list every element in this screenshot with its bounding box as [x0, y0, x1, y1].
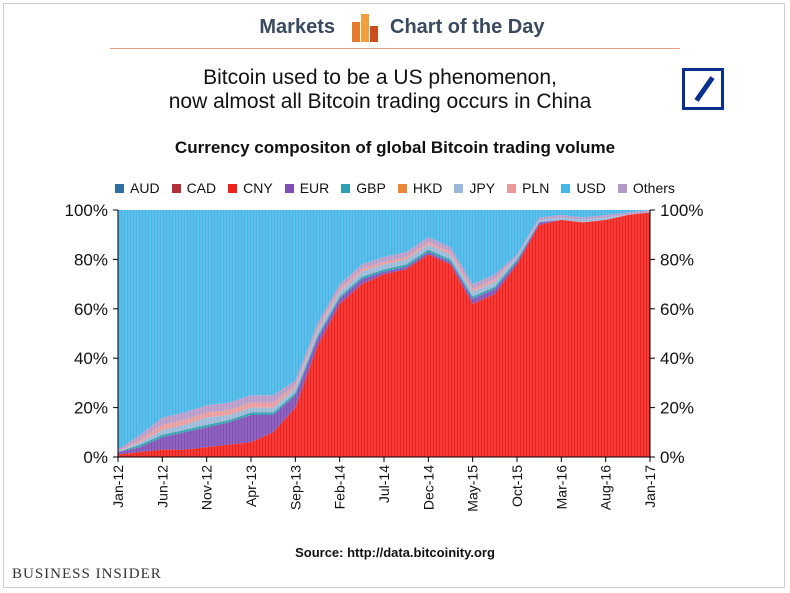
- bar-chart-icon: [352, 14, 378, 42]
- series-area-jpy: [118, 212, 650, 453]
- x-tick-label: May-15: [465, 465, 481, 512]
- y-tick-label-left: 60%: [74, 300, 108, 319]
- business-insider-logo: BUSINESS INSIDER: [12, 566, 162, 582]
- headline-line-2: now almost all Bitcoin trading occurs in…: [168, 90, 592, 113]
- x-tick-label: Jun-12: [154, 465, 170, 508]
- x-tick-label: Oct-15: [509, 465, 525, 507]
- legend-label-cny: CNY: [243, 180, 273, 196]
- legend-item-usd: USD: [561, 180, 606, 196]
- header: Markets Chart of the Day: [0, 14, 790, 46]
- header-markets-label: Markets: [259, 16, 335, 38]
- chart-headline: Bitcoin used to be a US phenomenon, now …: [80, 66, 680, 114]
- legend-swatch-hkd: [397, 183, 407, 193]
- legend-item-aud: AUD: [115, 180, 160, 196]
- y-tick-label-left: 40%: [74, 349, 108, 368]
- legend-label-pln: PLN: [522, 180, 550, 196]
- y-tick-label-right: 100%: [660, 201, 703, 220]
- legend-item-pln: PLN: [507, 180, 549, 196]
- x-tick-label: Jan-12: [110, 465, 126, 508]
- legend-label-eur: EUR: [299, 180, 330, 196]
- y-tick-label-left: 20%: [74, 399, 108, 418]
- series-area-cny: [118, 212, 650, 457]
- legend-swatch-gbp: [341, 183, 351, 193]
- legend-swatch-eur: [284, 183, 294, 193]
- y-tick-label-right: 80%: [660, 250, 694, 269]
- legend-swatch-cny: [228, 183, 238, 193]
- legend-label-gbp: GBP: [356, 180, 386, 196]
- x-tick-label: Apr-13: [243, 465, 259, 507]
- y-tick-label-left: 0%: [83, 448, 108, 467]
- x-tick-label: Feb-14: [332, 465, 348, 510]
- legend-label-aud: AUD: [130, 180, 160, 196]
- legend-item-others: Others: [617, 180, 675, 196]
- legend-swatch-usd: [561, 183, 571, 193]
- legend-item-jpy: JPY: [454, 180, 495, 196]
- y-tick-label-right: 0%: [660, 448, 685, 467]
- legend-item-gbp: GBP: [341, 180, 386, 196]
- x-tick-label: Jul-14: [376, 465, 392, 503]
- chart-title: Currency compositon of global Bitcoin tr…: [174, 138, 616, 157]
- x-tick-label: Aug-16: [598, 465, 614, 510]
- legend-label-hkd: HKD: [412, 180, 443, 196]
- x-tick-label: Mar-16: [553, 465, 569, 510]
- legend-label-usd: USD: [576, 180, 606, 196]
- x-tick-label: Dec-14: [420, 465, 436, 510]
- legend-swatch-aud: [115, 183, 124, 193]
- legend-item-cad: CAD: [171, 180, 217, 196]
- legend-label-others: Others: [632, 180, 675, 196]
- y-tick-label-right: 40%: [660, 349, 694, 368]
- header-chart-of-day-label: Chart of the Day: [390, 16, 545, 38]
- y-tick-label-right: 20%: [660, 399, 694, 418]
- x-tick-label: Sep-13: [287, 465, 303, 510]
- source-note: Source: http://data.bitcoinity.org: [295, 545, 495, 560]
- legend-label-jpy: JPY: [469, 180, 496, 196]
- series-area-usd: [118, 210, 650, 450]
- chart-legend: AUD CAD CNY EUR GBP HKD JPY PLN USD Others: [115, 179, 687, 197]
- y-tick-label-left: 100%: [65, 201, 108, 220]
- legend-swatch-pln: [507, 183, 517, 193]
- chart-frame: [3, 3, 785, 588]
- headline-line-1: Bitcoin used to be a US phenomenon,: [203, 66, 557, 89]
- bar-hatching: [119, 210, 649, 457]
- legend-swatch-cad: [171, 183, 181, 193]
- y-tick-label-left: 80%: [74, 250, 108, 269]
- series-area-others: [118, 210, 650, 453]
- x-tick-label: Jan-17: [642, 465, 658, 508]
- header-divider: [110, 48, 680, 49]
- legend-item-hkd: HKD: [397, 180, 443, 196]
- legend-swatch-others: [617, 183, 627, 193]
- legend-item-cny: CNY: [228, 180, 273, 196]
- legend-label-cad: CAD: [186, 180, 217, 196]
- y-tick-label-right: 60%: [660, 300, 694, 319]
- deutsche-bank-logo: [682, 68, 724, 110]
- legend-swatch-jpy: [454, 183, 464, 193]
- x-tick-label: Nov-12: [199, 465, 215, 510]
- legend-item-eur: EUR: [284, 180, 330, 196]
